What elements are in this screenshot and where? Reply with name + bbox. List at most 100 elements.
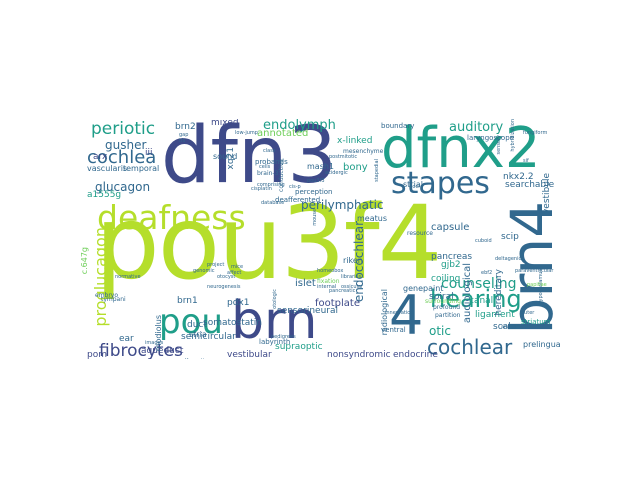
word-islet: islet bbox=[295, 278, 316, 289]
word-pou: pou bbox=[159, 302, 223, 342]
word-spiral: spiral bbox=[429, 292, 454, 302]
word-striatum: striatum bbox=[521, 318, 551, 326]
word-glucagon: glucagon bbox=[95, 180, 151, 194]
word-perception: perception bbox=[295, 188, 333, 196]
word-xq21: xq21 bbox=[226, 147, 236, 170]
word-dfn3: dfn3 bbox=[161, 119, 338, 201]
word-temporal: temporal bbox=[123, 164, 160, 173]
word-postmitotic: postmitotic bbox=[329, 154, 358, 160]
word-innervation: innervation bbox=[385, 310, 414, 316]
word-pancreas: pancreas bbox=[431, 252, 473, 262]
word-cells: cells bbox=[259, 164, 271, 170]
word-auditory: auditory bbox=[449, 120, 504, 135]
word-project: project bbox=[207, 262, 225, 268]
word-resource: resource bbox=[407, 230, 433, 237]
word-otocyst: otocyst bbox=[217, 274, 236, 280]
word-tfs: tfs bbox=[179, 138, 186, 144]
word-nkx22: nkx2.2 bbox=[503, 172, 534, 182]
word-boundary: boundary bbox=[381, 122, 415, 130]
word-pou3f4: pou3f4 bbox=[95, 184, 442, 303]
word-probands: probands bbox=[255, 158, 288, 166]
word-meatus: meatus bbox=[357, 214, 387, 223]
word-labyrinth: labyrinth bbox=[259, 338, 291, 346]
word-arx: arx bbox=[93, 152, 108, 162]
word-brain3: brain-3 bbox=[257, 170, 279, 177]
word-laryngoscope: laryngoscope bbox=[467, 134, 514, 142]
word-tympani: tympani bbox=[101, 296, 126, 303]
word-bony: bony bbox=[343, 162, 368, 173]
word-deafferented: deafferented bbox=[275, 196, 321, 204]
word-sound: sound bbox=[213, 152, 238, 161]
word-cuboid: cuboid bbox=[475, 238, 492, 244]
word-annotated: annotated bbox=[257, 128, 309, 139]
word-pom: pom bbox=[87, 350, 107, 360]
word-counseling: counseling bbox=[441, 276, 517, 292]
word-hybridization: hybridization bbox=[510, 119, 516, 152]
word-canal: canal bbox=[469, 296, 494, 306]
word-pancreatic: pancreatic bbox=[329, 288, 356, 294]
word-partition: partition bbox=[435, 312, 461, 319]
word-ebf2: ebf2 bbox=[481, 270, 493, 276]
word-brn2: brn2 bbox=[175, 122, 196, 132]
word-vestibular: vestibular bbox=[227, 350, 272, 360]
word-deafness: deafness bbox=[97, 198, 246, 237]
word-gusher: gusher bbox=[105, 138, 147, 152]
word-brn1: brn1 bbox=[177, 296, 198, 306]
word-riken: riken bbox=[343, 256, 363, 265]
word-paraventricular: paraventricular bbox=[515, 268, 554, 274]
word-searchable: searchable bbox=[505, 180, 555, 190]
word-deltagenic: deltagenic bbox=[495, 256, 522, 262]
word-mice: mice bbox=[231, 264, 244, 270]
word-c647g: c.647g bbox=[81, 247, 89, 275]
word-strial: strial bbox=[403, 180, 423, 189]
word-ear: ear bbox=[119, 334, 134, 344]
word-proglucagon: proglucagon bbox=[91, 227, 110, 327]
word-endocrine: endocrine bbox=[393, 350, 438, 360]
word-cochlear: cochlear bbox=[427, 335, 513, 359]
word-otic: otic bbox=[429, 324, 451, 338]
word-class: class bbox=[263, 148, 276, 154]
word-mixed: mixed bbox=[211, 119, 239, 128]
word-capsule: capsule bbox=[431, 222, 470, 233]
word-embryo: embryo bbox=[95, 292, 119, 299]
word-hearing: hearing bbox=[430, 285, 522, 313]
word-stapes: stapes bbox=[391, 166, 490, 201]
word-profound: profound bbox=[433, 304, 461, 311]
word-a1555g: a1555g bbox=[87, 190, 122, 200]
word-loci: loci bbox=[411, 184, 420, 190]
word-lowjump: low-jump bbox=[235, 130, 258, 136]
word-fibrocytes: fibrocytes bbox=[99, 341, 183, 360]
word-periotic: periotic bbox=[91, 119, 156, 139]
word-ligament: ligament bbox=[475, 310, 515, 320]
word-scip: scip bbox=[501, 232, 519, 242]
word-supraoptic: supraoptic bbox=[275, 342, 323, 352]
word-genepaint: genepaint bbox=[403, 284, 444, 293]
word-normative: normative bbox=[115, 274, 141, 280]
word-ventral: ventral bbox=[381, 326, 406, 334]
word-brn: brn bbox=[231, 291, 318, 351]
word-genomic: genomic bbox=[193, 268, 215, 274]
word-xlinked: x-linked bbox=[337, 136, 373, 146]
word-iii: iii bbox=[145, 148, 153, 158]
word-four: 4 bbox=[389, 284, 424, 347]
word-nonsyndromic: nonsyndromic bbox=[327, 350, 391, 360]
word-ossicular: ossicular bbox=[341, 284, 364, 290]
word-perilymphatic: perilymphatic bbox=[301, 198, 384, 212]
word-audiological: audiological bbox=[462, 263, 473, 324]
word-sif: sif bbox=[523, 158, 529, 164]
word-neurogenesis: neurogenesis bbox=[207, 284, 241, 290]
word-pedigrees: pedigrees bbox=[271, 334, 296, 340]
word-comprising: comprising bbox=[257, 182, 285, 188]
word-papillae: papillae bbox=[527, 282, 547, 288]
word-footplate: footplate bbox=[315, 298, 361, 309]
word-cisplatin: cisplatin bbox=[251, 186, 272, 192]
word-scala: scala bbox=[493, 322, 517, 332]
word-surrounding: surrounding bbox=[425, 298, 461, 305]
word-endolymph: endolymph bbox=[263, 119, 336, 133]
word-coiling: coiling bbox=[431, 274, 461, 284]
word-outer: outer bbox=[521, 310, 535, 316]
word-pdx1: pdx1 bbox=[227, 298, 250, 308]
word-anatomical: anatomical bbox=[501, 324, 529, 330]
word-pou3f3: pou3f3 bbox=[307, 178, 325, 184]
word-semicircular: semicircular bbox=[181, 332, 236, 342]
